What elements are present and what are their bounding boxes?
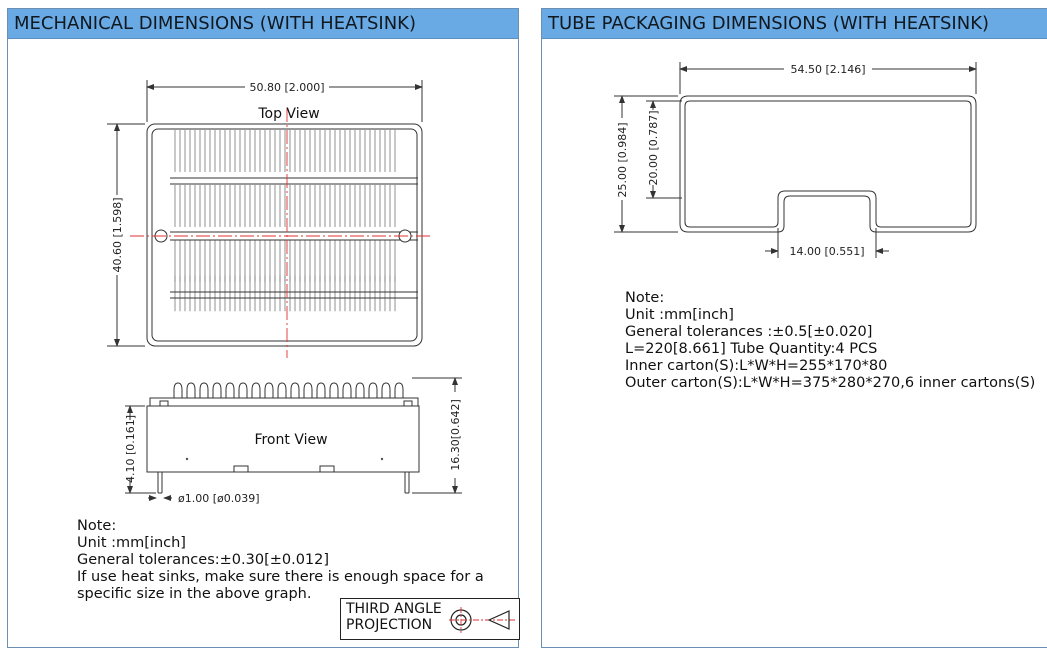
top-view-drawing	[107, 80, 433, 358]
front-view-label: Front View	[254, 432, 327, 448]
note-line: Unit :mm[inch]	[77, 535, 186, 551]
note-line: specific size in the above graph.	[77, 586, 312, 602]
top-view-width-dimension: 50.80 [2.000]	[249, 81, 324, 94]
packaging-notes: Note: Unit :mm[inch] General tolerances …	[625, 290, 1035, 392]
third-angle-projection-icon	[449, 607, 515, 633]
pin-length-dimension: 4.10 [0.161]	[124, 415, 137, 483]
note-line: General tolerances:±0.30[±0.012]	[77, 552, 330, 568]
projection-label: THIRD ANGLE PROJECTION	[346, 601, 442, 633]
tube-width-dimension: 54.50 [2.146]	[790, 63, 865, 76]
tube-packaging-title: TUBE PACKAGING DIMENSIONS (WITH HEATSINK…	[542, 9, 1047, 39]
tube-packaging-panel: TUBE PACKAGING DIMENSIONS (WITH HEATSINK…	[541, 8, 1047, 648]
top-view-height-dimension: 40.60 [1.598]	[111, 197, 124, 272]
front-view-drawing	[125, 377, 462, 501]
mechanical-dimensions-title: MECHANICAL DIMENSIONS (WITH HEATSINK)	[8, 9, 518, 39]
third-angle-projection-box: THIRD ANGLE PROJECTION	[340, 598, 520, 640]
note-line: L=220[8.661] Tube Quantity:4 PCS	[625, 341, 878, 357]
mechanical-notes: Note: Unit :mm[inch] General tolerances:…	[77, 518, 484, 603]
note-line: General tolerances :±0.5[±0.020]	[625, 324, 873, 340]
top-view-label: Top View	[257, 106, 319, 122]
note-line: Outer carton(S):L*W*H=375*280*270,6 inne…	[625, 375, 1036, 391]
total-height-dimension: 16.30[0.642]	[449, 399, 462, 471]
tube-inner-height-dimension: 20.00 [0.787]	[647, 110, 660, 185]
tube-profile-drawing	[614, 62, 977, 258]
note-line: If use heat sinks, make sure there is en…	[77, 569, 484, 585]
note-line: Unit :mm[inch]	[625, 307, 734, 323]
tube-outer-height-dimension: 25.00 [0.984]	[616, 122, 629, 197]
pin-diameter-dimension: ø1.00 [ø0.039]	[178, 492, 260, 505]
note-line: Inner carton(S):L*W*H=255*170*80	[625, 358, 888, 374]
tube-slot-width-dimension: 14.00 [0.551]	[789, 245, 864, 258]
note-line: Note:	[77, 518, 117, 534]
note-line: Note:	[625, 290, 665, 306]
